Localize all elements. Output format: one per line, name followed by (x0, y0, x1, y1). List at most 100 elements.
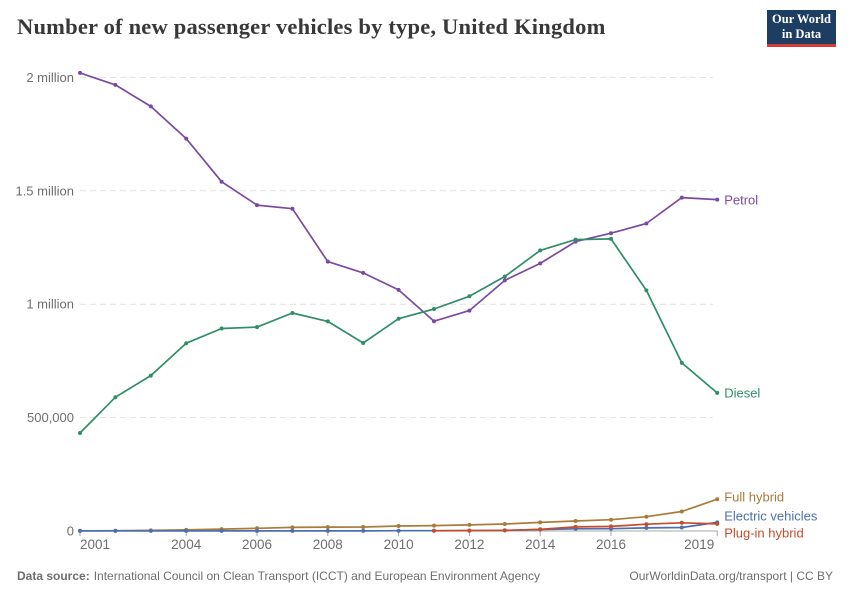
series-label-diesel[interactable]: Diesel (724, 386, 760, 401)
data-point-electric-vehicles[interactable] (255, 528, 259, 533)
data-point-petrol[interactable] (219, 179, 224, 184)
data-point-petrol[interactable] (184, 136, 189, 141)
data-point-petrol[interactable] (290, 206, 295, 211)
data-point-diesel[interactable] (538, 248, 543, 253)
data-point-electric-vehicles[interactable] (679, 525, 684, 530)
data-point-diesel[interactable] (715, 390, 720, 395)
data-point-diesel[interactable] (219, 326, 224, 331)
data-source-text: International Council on Clean Transport… (93, 569, 540, 583)
data-point-petrol[interactable] (113, 82, 118, 87)
credit-link[interactable]: OurWorldinData.org/transport | CC BY (629, 569, 833, 583)
data-point-petrol[interactable] (78, 70, 82, 75)
data-point-plug-in-hybrid[interactable] (538, 527, 543, 532)
data-point-diesel[interactable] (502, 274, 507, 279)
data-point-diesel[interactable] (467, 294, 472, 299)
data-point-electric-vehicles[interactable] (78, 528, 82, 533)
data-point-diesel[interactable] (396, 316, 401, 321)
y-tick-label: 2 million (26, 70, 74, 85)
data-point-plug-in-hybrid[interactable] (679, 520, 684, 525)
data-point-diesel[interactable] (184, 341, 189, 346)
series-label-plug-in-hybrid[interactable]: Plug-in hybrid (724, 526, 804, 541)
data-point-full-hybrid[interactable] (396, 524, 401, 528)
data-point-electric-vehicles[interactable] (219, 528, 224, 533)
data-point-petrol[interactable] (715, 197, 720, 202)
data-point-full-hybrid[interactable] (290, 525, 295, 530)
y-tick-label: 500,000 (27, 410, 74, 425)
data-point-petrol[interactable] (361, 270, 366, 275)
series-label-full-hybrid[interactable]: Full hybrid (724, 490, 784, 505)
x-tick-label: 2019 (684, 537, 714, 552)
data-point-petrol[interactable] (148, 104, 153, 109)
x-tick-label: 2012 (454, 537, 484, 552)
data-point-full-hybrid[interactable] (573, 519, 578, 523)
x-tick-label: 2001 (80, 537, 110, 552)
data-point-diesel[interactable] (644, 288, 649, 293)
data-point-diesel[interactable] (148, 373, 153, 378)
data-point-petrol[interactable] (325, 259, 330, 264)
data-point-petrol[interactable] (502, 278, 507, 283)
data-point-diesel[interactable] (325, 319, 330, 324)
data-point-petrol[interactable] (255, 203, 259, 208)
data-point-diesel[interactable] (113, 395, 118, 400)
data-point-electric-vehicles[interactable] (113, 528, 118, 533)
x-tick-label: 2014 (525, 537, 556, 552)
data-point-full-hybrid[interactable] (361, 525, 366, 529)
data-point-petrol[interactable] (644, 221, 649, 226)
data-point-plug-in-hybrid[interactable] (502, 528, 507, 533)
data-point-plug-in-hybrid[interactable] (573, 524, 578, 529)
data-point-full-hybrid[interactable] (325, 525, 330, 530)
data-point-petrol[interactable] (467, 308, 472, 313)
data-point-plug-in-hybrid[interactable] (432, 528, 436, 533)
data-point-electric-vehicles[interactable] (290, 528, 295, 533)
owid-logo[interactable]: Our World in Data (767, 10, 836, 47)
data-point-electric-vehicles[interactable] (184, 528, 189, 533)
y-tick-label: 1.5 million (15, 183, 74, 198)
data-point-diesel[interactable] (290, 311, 295, 315)
line-chart: 0 500,000 1 million 1.5 million 2 million 200… (15, 70, 818, 552)
data-point-full-hybrid[interactable] (644, 514, 649, 519)
data-point-full-hybrid[interactable] (467, 522, 472, 527)
data-point-plug-in-hybrid[interactable] (467, 528, 472, 533)
series-label-petrol[interactable]: Petrol (724, 193, 758, 208)
y-tick-label: 0 (67, 524, 74, 539)
data-point-full-hybrid[interactable] (432, 523, 436, 528)
series-line-diesel[interactable] (79, 238, 718, 434)
data-source-note: Data source: International Council on Cle… (17, 569, 540, 583)
data-point-diesel[interactable] (573, 237, 578, 242)
x-tick-label: 2006 (242, 537, 272, 552)
data-point-full-hybrid[interactable] (609, 517, 613, 522)
data-point-petrol[interactable] (679, 195, 684, 200)
data-point-diesel[interactable] (679, 360, 684, 365)
data-point-electric-vehicles[interactable] (644, 525, 649, 530)
series-line-petrol[interactable] (79, 72, 718, 323)
y-tick-label: 1 million (26, 297, 74, 312)
x-tick-label: 2008 (313, 537, 343, 552)
data-point-diesel[interactable] (361, 341, 366, 345)
data-point-diesel[interactable] (609, 236, 613, 241)
data-point-plug-in-hybrid[interactable] (644, 522, 649, 527)
data-point-full-hybrid[interactable] (502, 522, 507, 526)
data-point-full-hybrid[interactable] (538, 520, 543, 525)
data-point-petrol[interactable] (609, 231, 613, 236)
data-point-petrol[interactable] (432, 319, 436, 324)
data-point-electric-vehicles[interactable] (396, 528, 401, 533)
data-source-label: Data source: (17, 569, 90, 583)
chart-title: Number of new passenger vehicles by type… (17, 14, 606, 39)
data-point-diesel[interactable] (432, 307, 436, 311)
data-point-petrol[interactable] (538, 261, 543, 266)
series-label-electric-vehicles[interactable]: Electric vehicles (724, 509, 818, 524)
x-tick-label: 2010 (384, 537, 414, 552)
data-point-plug-in-hybrid[interactable] (715, 521, 720, 526)
data-point-full-hybrid[interactable] (679, 509, 684, 514)
data-point-electric-vehicles[interactable] (148, 528, 153, 533)
x-tick-label: 2004 (171, 537, 202, 552)
chart-footer: Data source: International Council on Cle… (17, 569, 833, 583)
data-point-electric-vehicles[interactable] (325, 528, 330, 533)
data-point-full-hybrid[interactable] (715, 497, 720, 502)
data-point-diesel[interactable] (255, 325, 259, 330)
data-point-diesel[interactable] (78, 431, 82, 435)
owid-logo-line2: in Data (781, 27, 822, 41)
data-point-petrol[interactable] (396, 287, 401, 292)
data-point-plug-in-hybrid[interactable] (609, 524, 613, 529)
data-point-electric-vehicles[interactable] (361, 528, 366, 533)
